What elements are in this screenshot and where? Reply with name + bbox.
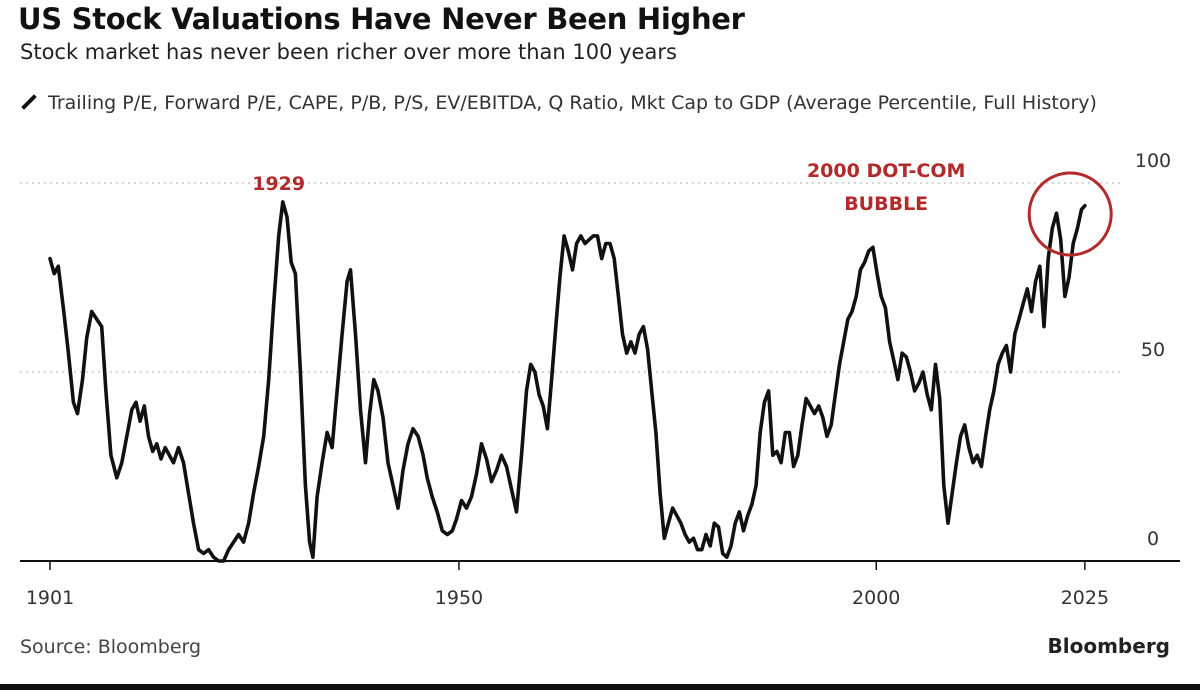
annotations: 1929 2000 DOT-COM BUBBLE <box>252 160 1113 257</box>
annotation-1929: 1929 <box>252 173 305 195</box>
annotation-dotcom-line2: BUBBLE <box>844 193 928 215</box>
highlight-circle <box>1027 171 1113 257</box>
x-tick-label: 1901 <box>26 587 74 609</box>
y-tick-label: 50 <box>1141 339 1165 361</box>
chart-subtitle: Stock market has never been richer over … <box>20 40 677 64</box>
y-tick-label: 100 <box>1135 150 1171 172</box>
valuation-series-line <box>48 200 1087 563</box>
x-tick-label: 2000 <box>852 587 900 609</box>
y-axis-ticks: 0 50 100 <box>1135 150 1171 550</box>
gridlines <box>20 182 1120 373</box>
brand-logo-text: Bloomberg <box>1047 634 1170 658</box>
chart-title: US Stock Valuations Have Never Been High… <box>18 2 745 36</box>
x-tick-label: 1950 <box>435 587 483 609</box>
bottom-border <box>0 684 1200 690</box>
y-tick-label: 0 <box>1147 528 1159 550</box>
source-note: Source: Bloomberg <box>20 636 202 658</box>
x-axis-ticks: 1901 1950 2000 2025 <box>26 561 1109 609</box>
annotation-dotcom-line1: 2000 DOT-COM <box>807 160 965 182</box>
x-tick-label: 2025 <box>1061 587 1109 609</box>
legend: Trailing P/E, Forward P/E, CAPE, P/B, P/… <box>20 90 1120 117</box>
legend-label: Trailing P/E, Forward P/E, CAPE, P/B, P/… <box>48 92 1097 114</box>
